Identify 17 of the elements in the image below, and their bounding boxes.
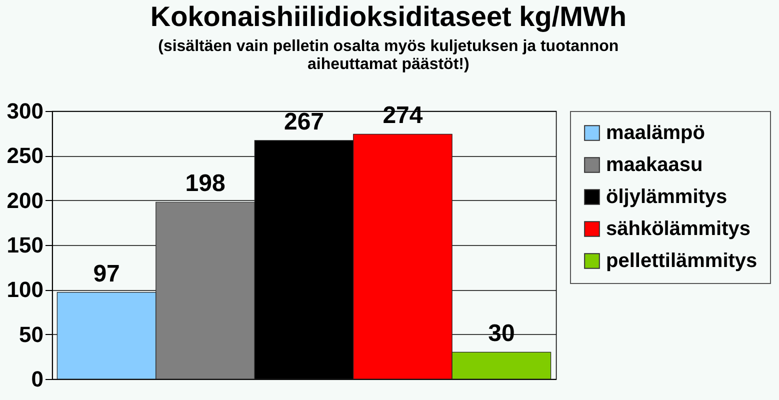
y-tick-label: 200 [6,188,44,213]
y-tick-label: 50 [19,322,44,347]
legend-label: pellettilämmitys [606,250,758,272]
y-tick-label: 0 [31,366,44,392]
chart-title: Kokonaishiilidioksiditaseet kg/MWh [150,1,626,32]
legend-label: öljylämmitys [606,186,728,208]
legend-label: maalämpö [606,122,705,144]
y-tick-label: 100 [6,277,44,302]
y-tick-label: 250 [6,143,44,168]
y-tick-label: 300 [6,98,44,124]
data-label: 267 [284,108,324,136]
legend-label: sähkölämmitys [606,218,751,240]
y-tick-label: 150 [6,232,44,258]
legend-label: maakaasu [606,154,703,176]
data-label: 198 [185,170,226,198]
chart-subtitle: (sisältäen vain pelletin osalta myös kuljetuksen ja tuotannon aiheuttamat päästöt!) [158,38,619,73]
data-label: 97 [93,260,120,288]
